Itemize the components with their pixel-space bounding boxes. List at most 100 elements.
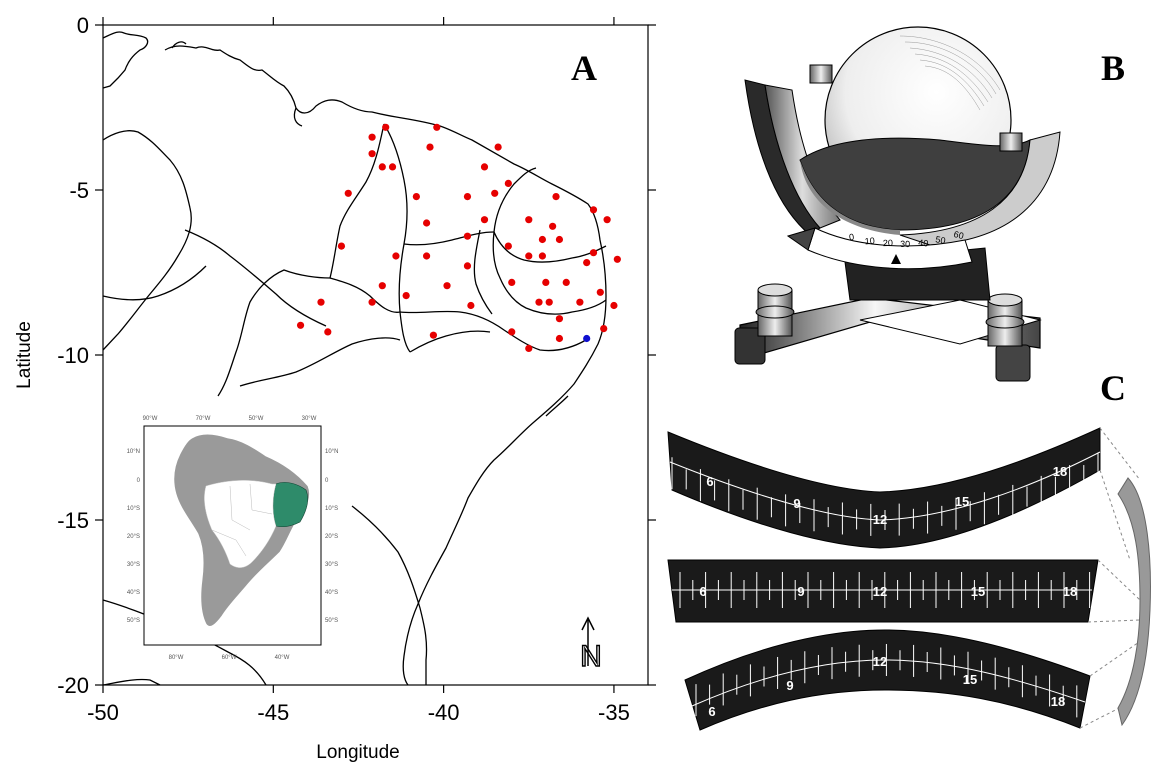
card-curved-short xyxy=(684,629,1091,731)
station-marker xyxy=(463,262,472,270)
card-curved-long-labels: 6 9 12 15 18 xyxy=(706,464,1067,527)
card-hour-label: 6 xyxy=(699,584,706,599)
levelling-screw-right xyxy=(985,293,1025,347)
station-marker xyxy=(344,189,352,197)
station-marker xyxy=(555,315,564,323)
inset-top-label: 50°W xyxy=(249,416,264,422)
station-marker xyxy=(589,206,598,214)
scale-arrow-icon xyxy=(786,227,816,251)
y-axis-label: Latitude xyxy=(14,321,35,389)
station-marker xyxy=(422,252,431,260)
card-hour-label: 6 xyxy=(706,474,713,489)
station-marker xyxy=(480,163,489,171)
inset-right-label: 30°S xyxy=(325,562,338,568)
station-marker xyxy=(317,298,325,306)
station-marker xyxy=(433,123,441,131)
inset-left-label: 20°S xyxy=(127,534,140,540)
station-marker xyxy=(296,321,305,329)
inset-left-label: 40°S xyxy=(127,590,140,596)
inset-bottom-label: 60°W xyxy=(222,655,237,661)
station-marker xyxy=(596,288,604,296)
inset-bottom-label: 80°W xyxy=(169,655,184,661)
scale-label: 30 xyxy=(900,239,910,249)
card-hour-label: 15 xyxy=(963,672,977,687)
station-marker xyxy=(429,331,438,339)
inset-left-label: 30°S xyxy=(127,562,140,568)
inset-top-label: 30°W xyxy=(302,416,317,422)
inset-top-label: 90°W xyxy=(143,416,158,422)
inset-left-label: 50°S xyxy=(127,618,140,624)
station-marker xyxy=(555,334,564,343)
card-straight-labels: 6 9 12 15 18 xyxy=(699,584,1077,599)
station-marker xyxy=(491,189,499,197)
card-curved-long xyxy=(667,427,1101,549)
station-marker xyxy=(542,278,550,286)
station-marker xyxy=(368,133,376,141)
card-hour-label: 15 xyxy=(971,584,985,599)
station-marker-highlight xyxy=(583,334,591,343)
station-marker xyxy=(508,328,516,336)
card-hour-label: 12 xyxy=(873,654,887,669)
card-curved-short-ticks xyxy=(695,644,1078,718)
station-marker xyxy=(402,292,410,300)
card-hour-label: 18 xyxy=(1051,694,1065,709)
station-marker xyxy=(525,216,533,224)
inset-top-label: 70°W xyxy=(196,416,211,422)
scale-label: 20 xyxy=(883,238,893,248)
scale-pointer-icon xyxy=(891,254,901,264)
scale-label: 60 xyxy=(953,229,965,241)
station-marker xyxy=(392,252,400,260)
station-marker xyxy=(538,252,547,260)
y-tick-label: -10 xyxy=(57,343,89,368)
station-marker xyxy=(525,344,533,352)
x-tick-label: -40 xyxy=(428,700,460,725)
pin-right xyxy=(999,132,1023,152)
card-hour-label: 9 xyxy=(797,584,804,599)
station-marker xyxy=(494,143,502,151)
pin-left xyxy=(809,64,833,84)
scale-label: 50 xyxy=(935,234,947,246)
card-hour-label: 15 xyxy=(955,494,969,509)
foot-right xyxy=(995,344,1031,382)
card-holder-profile xyxy=(1117,477,1151,727)
card-hour-label: 12 xyxy=(873,512,887,527)
card-hour-label: 6 xyxy=(708,704,715,719)
sphere-shading xyxy=(899,35,1001,111)
inset-graticule-labels: 90°W 70°W 50°W 30°W 80°W 60°W 40°W 10°N 0 10°S 20°… xyxy=(127,416,339,661)
station-marker xyxy=(613,255,621,263)
station-marker xyxy=(583,259,591,267)
station-marker xyxy=(508,278,516,286)
card-curved-short-labels: 6 9 12 15 18 xyxy=(708,654,1065,719)
x-tick-label: -50 xyxy=(87,700,119,725)
y-tick-label: -15 xyxy=(57,508,89,533)
station-marker xyxy=(576,298,584,306)
y-tick-label: -5 xyxy=(69,178,89,203)
station-marker xyxy=(443,282,451,290)
station-marker xyxy=(378,282,386,290)
station-marker xyxy=(480,216,489,224)
station-marker xyxy=(324,328,332,336)
x-tick-label: -45 xyxy=(257,700,289,725)
station-marker xyxy=(538,235,547,244)
inset-right-label: 10°N xyxy=(325,449,338,455)
station-marker xyxy=(368,150,376,158)
station-marker xyxy=(525,252,533,260)
station-marker xyxy=(535,298,543,306)
station-marker xyxy=(378,163,386,171)
station-marker xyxy=(610,301,618,310)
card-hour-label: 18 xyxy=(1053,464,1067,479)
station-marker xyxy=(504,179,512,187)
inset-right-label: 40°S xyxy=(325,590,338,596)
sunshine-recorder-illustration: B xyxy=(734,26,1125,382)
inset-left-label: 10°S xyxy=(127,506,140,512)
panel-label-b: B xyxy=(1101,48,1125,88)
station-marker xyxy=(589,249,598,257)
inset-right-label: 0 xyxy=(325,478,329,484)
map-axes: -50 -45 -40 -35 0 -5 -10 -15 -20 xyxy=(57,13,656,725)
card-curved-long-ticks xyxy=(671,452,1099,536)
y-tick-label: 0 xyxy=(77,13,89,38)
x-axis-label: Longitude xyxy=(316,742,399,763)
latitude-scale xyxy=(807,227,973,270)
card-hour-label: 9 xyxy=(793,496,800,511)
